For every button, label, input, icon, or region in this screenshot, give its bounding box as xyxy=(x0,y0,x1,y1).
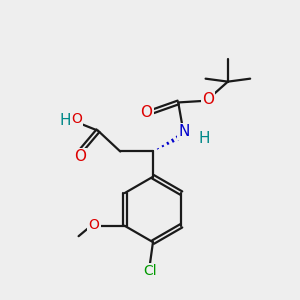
Text: H: H xyxy=(59,113,71,128)
Text: H: H xyxy=(198,130,210,146)
Text: O: O xyxy=(71,112,82,126)
Text: O: O xyxy=(88,218,100,232)
Text: O: O xyxy=(140,105,152,120)
Text: O: O xyxy=(202,92,214,107)
Text: O: O xyxy=(74,149,86,164)
Text: N: N xyxy=(178,124,190,139)
Text: Cl: Cl xyxy=(143,264,157,278)
